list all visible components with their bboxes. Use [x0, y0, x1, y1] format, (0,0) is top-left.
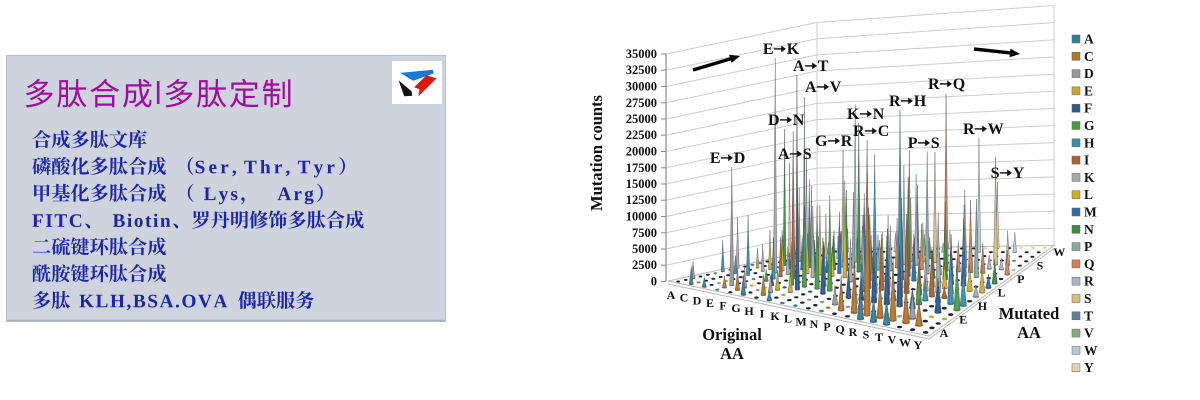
svg-text:22500: 22500	[626, 128, 657, 142]
svg-text:P: P	[1017, 272, 1024, 286]
svg-text:F: F	[719, 299, 726, 313]
svg-text:D: D	[693, 293, 702, 307]
svg-text:S: S	[931, 135, 940, 152]
svg-text:Y: Y	[914, 338, 923, 352]
svg-text:25000: 25000	[626, 112, 657, 126]
svg-text:20000: 20000	[626, 145, 657, 159]
svg-text:A: A	[778, 146, 790, 163]
svg-text:5000: 5000	[632, 242, 657, 256]
svg-text:G: G	[815, 133, 828, 150]
svg-text:K: K	[847, 106, 860, 123]
svg-text:S: S	[991, 165, 1000, 182]
svg-text:H: H	[744, 304, 754, 318]
svg-text:T: T	[818, 58, 829, 75]
svg-text:R: R	[841, 133, 853, 150]
svg-text:Y: Y	[1084, 360, 1094, 375]
svg-text:I: I	[760, 306, 765, 320]
svg-text:W: W	[1053, 245, 1065, 259]
svg-text:P: P	[908, 135, 918, 152]
svg-text:N: N	[1084, 222, 1094, 237]
svg-text:Mutated: Mutated	[999, 304, 1060, 323]
svg-text:R: R	[963, 121, 975, 138]
svg-text:A: A	[1084, 32, 1094, 47]
svg-text:R: R	[1084, 274, 1094, 289]
svg-text:Y: Y	[1013, 165, 1025, 182]
svg-text:K: K	[1084, 170, 1095, 185]
svg-text:G: G	[1084, 118, 1095, 133]
svg-text:A: A	[667, 288, 676, 302]
svg-text:L: L	[1084, 187, 1093, 202]
svg-text:N: N	[873, 106, 885, 123]
svg-text:R: R	[889, 93, 901, 110]
svg-text:15000: 15000	[626, 177, 657, 191]
svg-text:N: N	[810, 317, 819, 331]
svg-text:T: T	[875, 330, 883, 344]
svg-text:K: K	[770, 309, 780, 323]
svg-text:R: R	[849, 325, 858, 339]
svg-text:M: M	[795, 314, 806, 328]
svg-text:P: P	[823, 320, 830, 334]
svg-text:V: V	[830, 79, 842, 96]
svg-text:AA: AA	[1017, 323, 1041, 342]
svg-text:Q: Q	[953, 76, 965, 93]
svg-text:F: F	[1084, 101, 1092, 116]
svg-text:Mutation counts: Mutation counts	[587, 94, 606, 211]
svg-text:C: C	[878, 123, 890, 140]
svg-text:W: W	[1084, 343, 1098, 358]
svg-text:27500: 27500	[626, 96, 657, 110]
svg-text:7500: 7500	[632, 226, 657, 240]
svg-text:D: D	[734, 150, 746, 167]
svg-text:Q: Q	[1084, 256, 1095, 271]
svg-text:H: H	[978, 299, 988, 313]
svg-text:2500: 2500	[632, 258, 657, 272]
svg-text:G: G	[731, 301, 740, 315]
svg-text:E: E	[706, 296, 714, 310]
svg-text:V: V	[1084, 326, 1094, 341]
svg-text:S: S	[1084, 291, 1092, 306]
svg-text:P: P	[1084, 239, 1092, 254]
svg-text:R: R	[853, 123, 865, 140]
svg-text:AA: AA	[720, 344, 744, 363]
svg-text:S: S	[863, 327, 870, 341]
svg-text:K: K	[787, 41, 800, 58]
svg-text:10000: 10000	[626, 210, 657, 224]
svg-text:E: E	[710, 150, 721, 167]
svg-text:W: W	[899, 335, 911, 349]
svg-text:C: C	[1084, 49, 1094, 64]
svg-text:Q: Q	[835, 322, 844, 336]
svg-text:A: A	[793, 58, 805, 75]
svg-text:C: C	[680, 291, 689, 305]
svg-text:S: S	[1037, 259, 1044, 273]
svg-text:R: R	[928, 76, 940, 93]
svg-text:H: H	[914, 93, 927, 110]
svg-text:E: E	[763, 41, 774, 58]
svg-text:A: A	[805, 79, 817, 96]
svg-text:E: E	[1084, 83, 1093, 98]
svg-text:30000: 30000	[626, 80, 657, 94]
svg-text:D: D	[1084, 66, 1094, 81]
svg-text:D: D	[768, 112, 780, 129]
svg-text:I: I	[1084, 153, 1089, 168]
svg-text:T: T	[1084, 308, 1093, 323]
svg-text:L: L	[784, 312, 792, 326]
svg-text:L: L	[998, 286, 1006, 300]
svg-text:V: V	[888, 333, 897, 347]
svg-text:H: H	[1084, 135, 1095, 150]
svg-text:S: S	[803, 146, 812, 163]
svg-text:W: W	[988, 121, 1004, 138]
svg-text:32500: 32500	[626, 63, 657, 77]
svg-text:A: A	[940, 326, 949, 340]
svg-text:12500: 12500	[626, 193, 657, 207]
svg-text:35000: 35000	[626, 47, 657, 61]
svg-text:0: 0	[651, 275, 657, 289]
svg-text:Original: Original	[702, 325, 762, 344]
svg-text:17500: 17500	[626, 161, 657, 175]
svg-text:E: E	[959, 313, 967, 327]
svg-text:N: N	[793, 112, 805, 129]
svg-text:M: M	[1084, 205, 1097, 220]
